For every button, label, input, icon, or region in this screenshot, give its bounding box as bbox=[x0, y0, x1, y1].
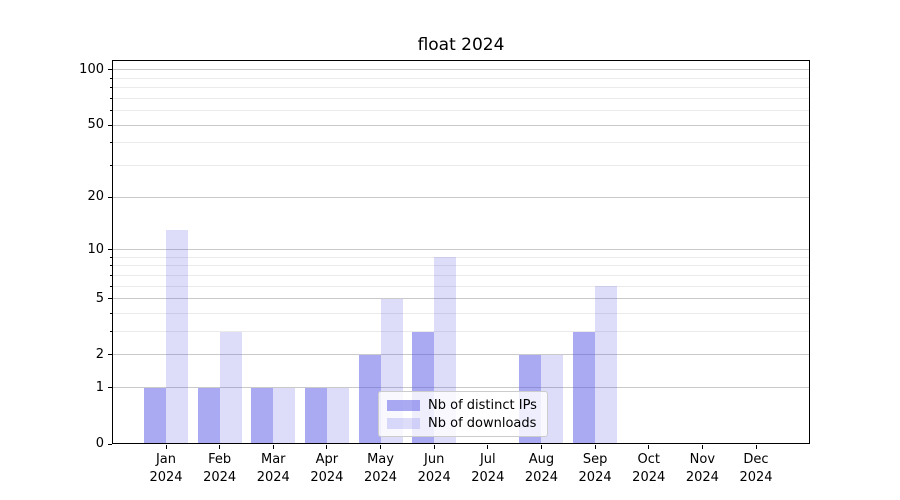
y-minor-tick bbox=[110, 78, 112, 79]
bar-downloads-feb bbox=[219, 331, 242, 444]
major-gridline bbox=[112, 298, 810, 299]
x-tick-label-sep: Sep 2024 bbox=[578, 452, 612, 485]
y-minor-tick bbox=[110, 257, 112, 258]
y-minor-tick bbox=[110, 110, 112, 111]
y-minor-tick bbox=[110, 286, 112, 287]
major-gridline bbox=[112, 387, 810, 388]
y-minor-tick bbox=[110, 265, 112, 266]
major-gridline bbox=[112, 125, 810, 126]
major-gridline bbox=[112, 69, 810, 70]
major-gridline bbox=[112, 197, 810, 198]
minor-gridline bbox=[112, 87, 810, 88]
minor-gridline bbox=[112, 165, 810, 166]
minor-gridline bbox=[112, 275, 810, 276]
minor-gridline bbox=[112, 78, 810, 79]
y-tick-label: 20 bbox=[87, 189, 104, 205]
x-tick bbox=[755, 445, 757, 449]
x-tick bbox=[272, 445, 274, 449]
bar-distinct-ips-feb bbox=[197, 387, 220, 444]
legend-label-downloads: Nb of downloads bbox=[428, 415, 537, 431]
y-tick bbox=[108, 249, 112, 250]
minor-gridline bbox=[112, 257, 810, 258]
legend-item-distinct-ips: Nb of distinct IPs bbox=[387, 397, 539, 414]
y-tick-label: 1 bbox=[95, 379, 104, 395]
y-tick bbox=[108, 298, 112, 299]
y-minor-tick bbox=[110, 142, 112, 143]
minor-gridline bbox=[112, 98, 810, 99]
y-tick bbox=[108, 444, 112, 445]
y-minor-tick bbox=[110, 87, 112, 88]
y-tick-label: 50 bbox=[87, 117, 104, 133]
bar-distinct-ips-jan bbox=[144, 387, 166, 444]
x-tick-label-oct: Oct 2024 bbox=[632, 452, 666, 485]
x-tick bbox=[487, 445, 489, 449]
y-tick-label: 10 bbox=[87, 241, 104, 257]
x-tick bbox=[326, 445, 328, 449]
x-tick-label-jan: Jan 2024 bbox=[149, 452, 183, 485]
y-tick bbox=[108, 354, 112, 355]
y-tick-label: 5 bbox=[95, 290, 104, 306]
bar-downloads-mar bbox=[273, 387, 296, 444]
x-tick-label-jul: Jul 2024 bbox=[471, 452, 505, 485]
plot-frame bbox=[112, 60, 810, 444]
x-tick-label-apr: Apr 2024 bbox=[310, 452, 344, 485]
y-tick-label: 100 bbox=[79, 61, 104, 77]
x-tick-label-dec: Dec 2024 bbox=[739, 452, 773, 485]
y-minor-tick bbox=[110, 313, 112, 314]
bar-distinct-ips-may bbox=[358, 354, 381, 444]
x-tick-label-mar: Mar 2024 bbox=[256, 452, 290, 485]
bar-downloads-sep bbox=[595, 286, 618, 444]
y-tick bbox=[108, 125, 112, 126]
y-minor-tick bbox=[110, 331, 112, 332]
x-tick bbox=[219, 445, 221, 449]
minor-gridline bbox=[112, 313, 810, 314]
x-tick bbox=[433, 445, 435, 449]
y-tick bbox=[108, 197, 112, 198]
y-tick bbox=[108, 69, 112, 70]
y-minor-tick bbox=[110, 98, 112, 99]
bar-distinct-ips-sep bbox=[573, 331, 596, 444]
x-tick bbox=[380, 445, 382, 449]
x-tick-label-jun: Jun 2024 bbox=[417, 452, 451, 485]
x-tick bbox=[648, 445, 650, 449]
bar-downloads-jan bbox=[166, 230, 188, 444]
major-gridline bbox=[112, 249, 810, 250]
minor-gridline bbox=[112, 286, 810, 287]
chart-title: float 2024 bbox=[417, 35, 505, 55]
x-tick bbox=[594, 445, 596, 449]
x-tick-label-aug: Aug 2024 bbox=[524, 452, 558, 485]
legend-swatch-downloads bbox=[387, 417, 420, 429]
x-tick-label-feb: Feb 2024 bbox=[203, 452, 237, 485]
bar-downloads-apr bbox=[326, 387, 349, 444]
minor-gridline bbox=[112, 110, 810, 111]
x-tick bbox=[540, 445, 542, 449]
y-tick-label: 0 bbox=[95, 436, 104, 451]
bar-distinct-ips-mar bbox=[251, 387, 274, 444]
x-tick-label-nov: Nov 2024 bbox=[685, 452, 719, 485]
legend-label-distinct-ips: Nb of distinct IPs bbox=[428, 397, 537, 413]
bar-distinct-ips-apr bbox=[304, 387, 327, 444]
x-tick bbox=[165, 445, 167, 449]
major-gridline bbox=[112, 354, 810, 355]
y-tick bbox=[108, 387, 112, 388]
y-tick-label: 2 bbox=[95, 346, 104, 362]
minor-gridline bbox=[112, 142, 810, 143]
minor-gridline bbox=[112, 265, 810, 266]
x-tick bbox=[701, 445, 703, 449]
y-minor-tick bbox=[110, 165, 112, 166]
minor-gridline bbox=[112, 331, 810, 332]
legend: Nb of distinct IPs Nb of downloads bbox=[378, 391, 548, 437]
legend-swatch-distinct-ips bbox=[387, 399, 420, 411]
x-tick-label-may: May 2024 bbox=[363, 452, 398, 485]
y-minor-tick bbox=[110, 275, 112, 276]
legend-item-downloads: Nb of downloads bbox=[387, 415, 539, 432]
